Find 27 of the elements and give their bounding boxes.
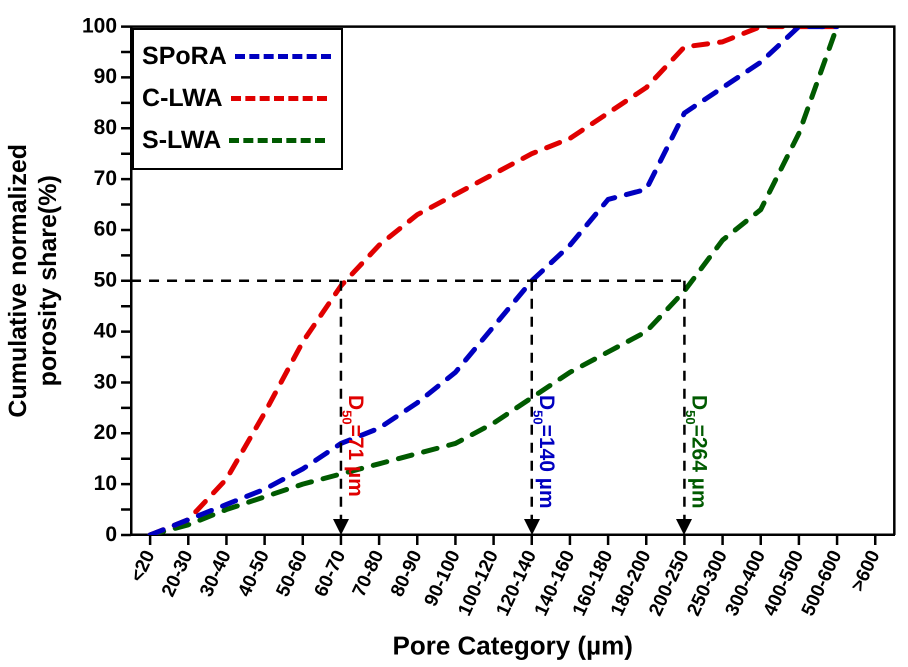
- y-tick-label: 0: [105, 522, 118, 546]
- y-tick-label: 70: [94, 166, 118, 190]
- x-tick-label: 50-60: [272, 547, 312, 600]
- y-tick-label: 30: [94, 370, 118, 394]
- y-tick-label: 60: [94, 218, 118, 241]
- y-tick-label: 40: [94, 319, 118, 342]
- y-tick-label: 100: [82, 14, 118, 38]
- y-axis-title: Cumulative normalized porosity share(%): [4, 144, 62, 418]
- ref-line-label: D50=71 µm: [340, 394, 367, 497]
- y-tick-label: 50: [94, 268, 118, 292]
- x-tick-label: 30-40: [196, 547, 236, 600]
- ref-line-label: D50=264 µm: [683, 394, 710, 509]
- x-tick-label: <20: [126, 547, 160, 586]
- x-tick-label: 70-80: [348, 547, 388, 600]
- y-tick-label: 20: [94, 421, 118, 444]
- y-tick-label: 80: [94, 116, 118, 140]
- ref-line-label: D50=140 µm: [530, 394, 558, 509]
- legend-label: S-LWA: [142, 126, 222, 156]
- x-axis-title: Pore Category (µm): [392, 630, 633, 661]
- x-tick-label: 40-50: [234, 547, 274, 600]
- x-tick-label: 20-30: [158, 547, 198, 600]
- legend-label: SPoRA: [142, 42, 227, 72]
- x-tick-label: 60-70: [310, 547, 350, 600]
- x-tick-label: >600: [847, 547, 885, 595]
- y-tick-label: 10: [94, 472, 118, 495]
- legend-label: C-LWA: [142, 84, 223, 114]
- y-tick-label: 90: [94, 65, 118, 88]
